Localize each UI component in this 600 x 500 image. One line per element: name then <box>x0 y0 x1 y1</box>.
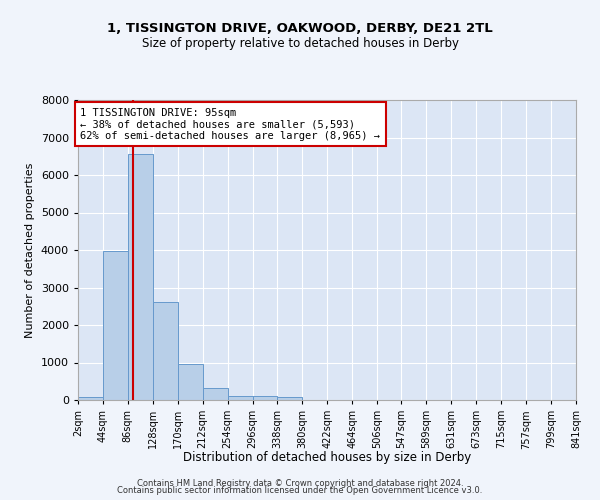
Text: Distribution of detached houses by size in Derby: Distribution of detached houses by size … <box>183 451 471 464</box>
Text: 1 TISSINGTON DRIVE: 95sqm
← 38% of detached houses are smaller (5,593)
62% of se: 1 TISSINGTON DRIVE: 95sqm ← 38% of detac… <box>80 108 380 140</box>
Bar <box>153 302 178 400</box>
Text: Size of property relative to detached houses in Derby: Size of property relative to detached ho… <box>142 38 458 51</box>
Bar <box>103 251 128 400</box>
Bar <box>227 396 253 400</box>
Bar <box>253 396 277 400</box>
Bar <box>277 397 302 400</box>
Bar <box>178 364 203 400</box>
Bar <box>128 154 153 400</box>
Bar <box>78 397 103 400</box>
Text: 1, TISSINGTON DRIVE, OAKWOOD, DERBY, DE21 2TL: 1, TISSINGTON DRIVE, OAKWOOD, DERBY, DE2… <box>107 22 493 36</box>
Y-axis label: Number of detached properties: Number of detached properties <box>25 162 35 338</box>
Bar <box>203 388 227 400</box>
Text: Contains HM Land Registry data © Crown copyright and database right 2024.: Contains HM Land Registry data © Crown c… <box>137 478 463 488</box>
Text: Contains public sector information licensed under the Open Government Licence v3: Contains public sector information licen… <box>118 486 482 495</box>
